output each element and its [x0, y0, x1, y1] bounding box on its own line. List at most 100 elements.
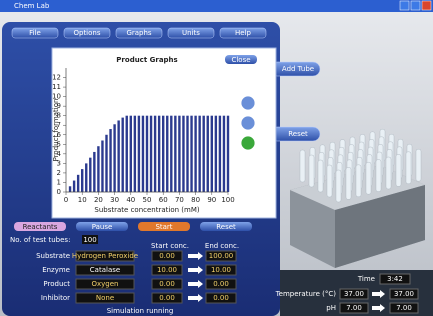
ph-start: 7.00 — [346, 304, 362, 312]
tab-label: Pause — [92, 223, 113, 231]
bar — [89, 158, 91, 192]
ph-label: pH — [326, 304, 336, 312]
bar — [122, 118, 124, 192]
tab-label: Reactants — [23, 223, 58, 231]
temp-end: 37.00 — [394, 290, 414, 298]
menu-label: Units — [182, 29, 200, 37]
bar — [134, 116, 136, 192]
x-axis-label: Substrate concentration (mM) — [94, 206, 199, 214]
bar — [126, 116, 128, 192]
bar — [81, 169, 83, 192]
maximize-button[interactable] — [411, 1, 420, 10]
x-tick-label: 90 — [207, 196, 216, 204]
menu-label: Graphs — [126, 29, 151, 37]
bar — [158, 116, 160, 192]
y-tick-label: 6 — [57, 131, 62, 139]
bar — [207, 116, 209, 192]
row-label: Substrate — [36, 252, 70, 260]
test-tube — [346, 167, 351, 199]
test-tube — [366, 162, 371, 194]
test-tube — [336, 170, 341, 202]
start-value: 0.00 — [159, 294, 175, 302]
y-tick-label: 0 — [57, 188, 61, 196]
bar — [215, 116, 217, 192]
bar — [93, 152, 95, 192]
x-tick-label: 20 — [94, 196, 103, 204]
bar — [227, 116, 229, 192]
bar — [203, 116, 205, 192]
end-value: 0.00 — [213, 280, 229, 288]
status-text: Simulation running — [107, 307, 174, 315]
bar — [198, 116, 200, 192]
row-name: Oxygen — [92, 280, 119, 288]
test-tube — [300, 150, 305, 182]
row-label: Product — [43, 280, 70, 288]
y-tick-label: 12 — [52, 74, 61, 82]
window-title: Chem Lab — [14, 2, 50, 10]
tab-label: Reset — [216, 223, 236, 231]
start-value: 0.00 — [159, 252, 175, 260]
graph-button-label: Close — [231, 56, 250, 64]
end-value: 10.00 — [211, 266, 231, 274]
graph-option-button[interactable] — [241, 136, 255, 150]
x-tick-label: 10 — [78, 196, 87, 204]
bar — [186, 116, 188, 192]
end-value: 0.00 — [213, 294, 229, 302]
bar — [211, 116, 213, 192]
bar — [154, 116, 156, 192]
column-header: End conc. — [205, 242, 239, 250]
y-tick-label: 9 — [57, 102, 61, 110]
bar — [166, 116, 168, 192]
bar — [223, 116, 225, 192]
y-tick-label: 1 — [57, 178, 61, 186]
ph-end: 7.00 — [396, 304, 412, 312]
bar — [142, 116, 144, 192]
screen: Chem Lab File Options Graphs Units Help Add … — [0, 0, 433, 316]
x-tick-label: 70 — [175, 196, 184, 204]
bar — [97, 146, 99, 192]
x-tick-label: 100 — [221, 196, 234, 204]
menu-label: Options — [73, 29, 100, 37]
y-tick-label: 10 — [52, 93, 61, 101]
bar — [113, 124, 115, 192]
side-button-label: Add Tube — [282, 65, 314, 73]
column-header: Start conc. — [151, 242, 189, 250]
test-tube — [309, 155, 314, 187]
graph-option-button[interactable] — [241, 96, 255, 110]
y-tick-label: 11 — [52, 83, 61, 91]
y-tick-label: 5 — [57, 140, 61, 148]
x-tick-label: 0 — [64, 196, 68, 204]
test-tube — [396, 154, 401, 186]
y-tick-label: 4 — [57, 150, 62, 158]
bar — [77, 175, 79, 192]
test-tube — [406, 152, 411, 184]
tube-count-value: 100 — [83, 236, 96, 244]
tab-label: Start — [155, 223, 172, 231]
temp-start: 37.00 — [344, 290, 364, 298]
test-tube — [327, 165, 332, 197]
y-tick-label: 7 — [57, 121, 61, 129]
bar — [190, 116, 192, 192]
bar — [101, 140, 103, 192]
bar — [174, 116, 176, 192]
close-button[interactable] — [422, 1, 431, 10]
x-tick-label: 60 — [159, 196, 168, 204]
bar — [85, 163, 87, 192]
graph-option-button[interactable] — [241, 116, 255, 130]
test-tube — [356, 165, 361, 197]
start-value: 10.00 — [157, 266, 177, 274]
test-tube — [416, 149, 421, 181]
time-value: 3:42 — [387, 275, 403, 283]
temp-label: Temperature (°C) — [275, 290, 337, 298]
title-bar — [0, 0, 433, 12]
bar — [162, 116, 164, 192]
menu-label: File — [29, 29, 41, 37]
bar — [130, 116, 132, 192]
y-tick-label: 2 — [57, 169, 61, 177]
start-value: 0.00 — [159, 280, 175, 288]
bar — [219, 116, 221, 192]
bar — [146, 116, 148, 192]
bar — [150, 116, 152, 192]
minimize-button[interactable] — [400, 1, 409, 10]
menu-label: Help — [235, 29, 252, 37]
